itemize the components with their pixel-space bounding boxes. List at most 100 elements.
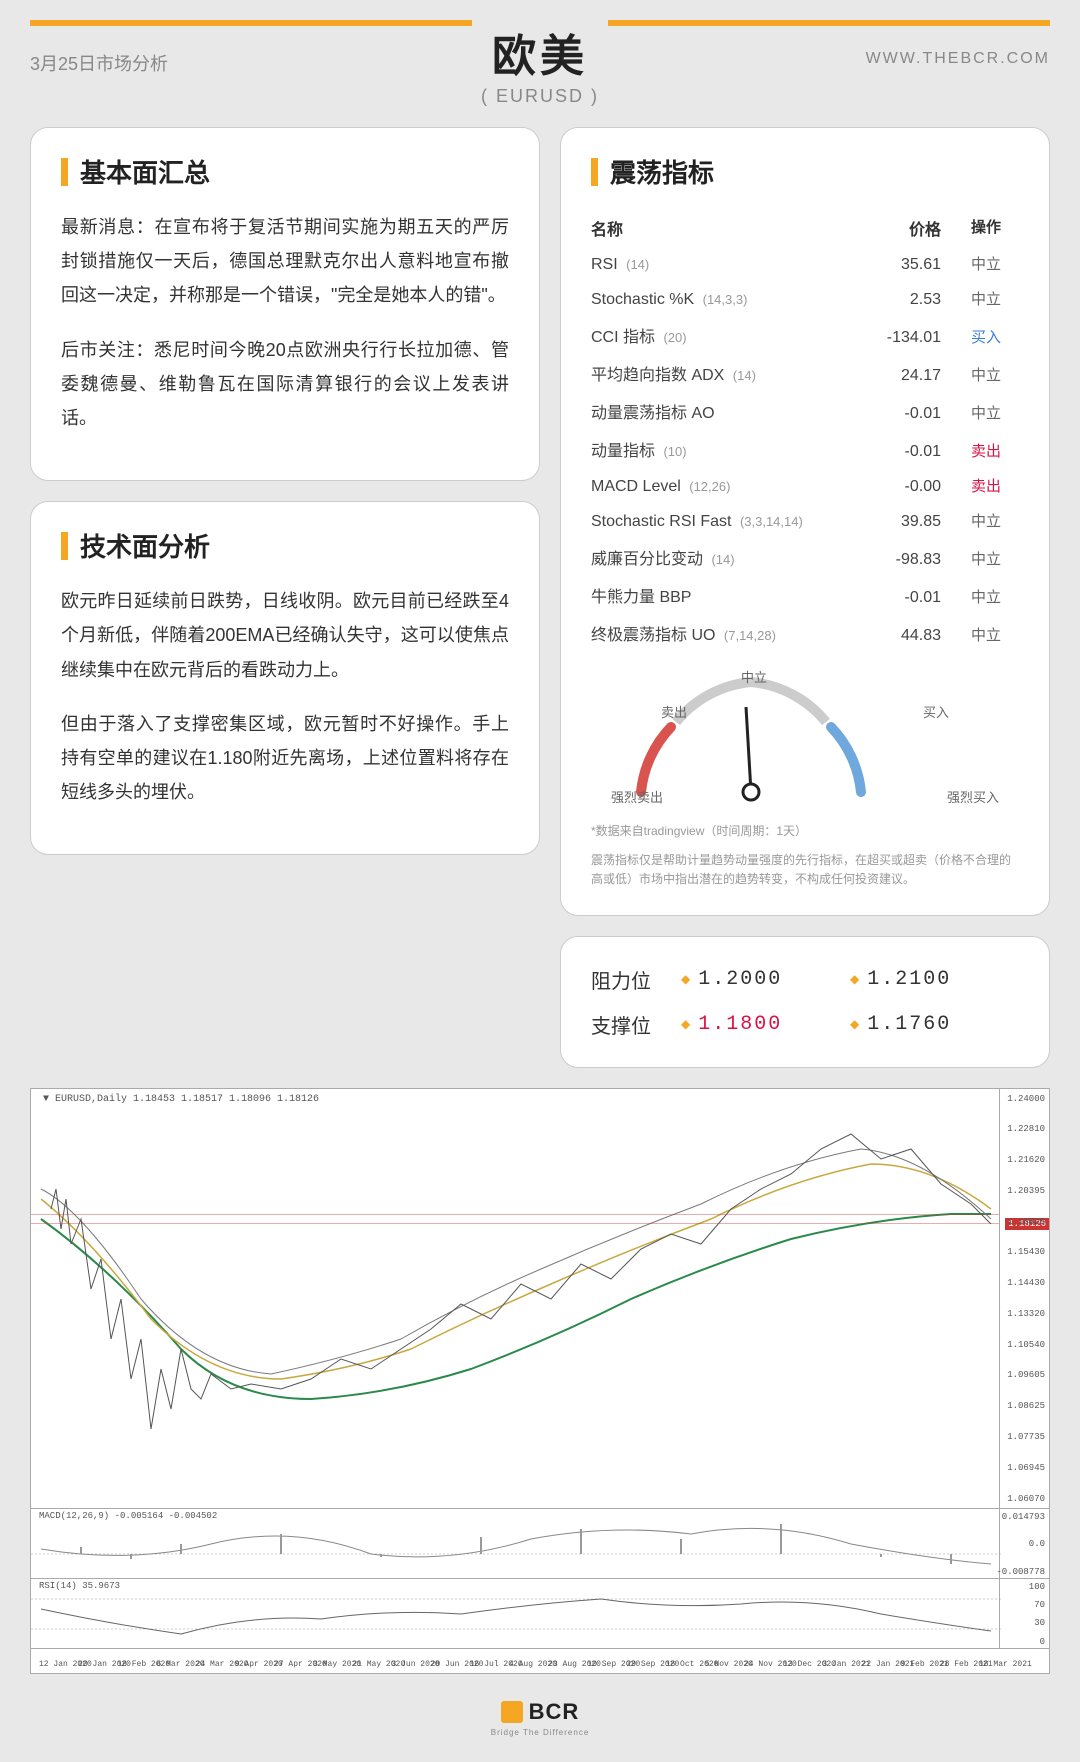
osc-row: 平均趋向指数 ADX (14) 24.17 中立 xyxy=(591,354,1019,392)
technical-p2: 但由于落入了支撑密集区域，欧元暂时不好操作。手上持有空单的建议在1.180附近先… xyxy=(61,707,509,810)
ylabel: 0.014793 xyxy=(1002,1512,1045,1522)
gauge-buy: 买入 xyxy=(923,702,949,721)
ylabel: 0.0 xyxy=(1029,1539,1045,1549)
osc-name: RSI (14) xyxy=(591,256,851,274)
osc-name: CCI 指标 (20) xyxy=(591,323,851,347)
rsi-panel: RSI(14) 35.9673 10070300 xyxy=(31,1579,1049,1649)
oscillators-title: 震荡指标 xyxy=(591,153,1019,190)
price-chart: ▼ EURUSD,Daily 1.18453 1.18517 1.18096 1… xyxy=(30,1088,1050,1674)
osc-action: 买入 xyxy=(941,326,1001,347)
resistance-line xyxy=(31,1214,999,1215)
footer-brand: BCR xyxy=(529,1699,580,1725)
osc-value: 35.61 xyxy=(851,256,941,274)
fundamentals-card: 基本面汇总 最新消息：在宣布将于复活节期间实施为期五天的严厉封锁措施仅一天后，德… xyxy=(30,127,540,481)
footer-tagline: Bridge The Difference xyxy=(0,1728,1080,1737)
osc-value: -0.01 xyxy=(851,443,941,461)
ylabel: 30 xyxy=(1034,1618,1045,1628)
osc-action: 中立 xyxy=(941,364,1001,385)
osc-value: 2.53 xyxy=(851,291,941,309)
osc-value: -0.00 xyxy=(851,478,941,496)
fundamentals-title: 基本面汇总 xyxy=(61,153,509,190)
osc-row: 动量震荡指标 AO -0.01 中立 xyxy=(591,392,1019,430)
ylabel: 1.15430 xyxy=(1007,1247,1045,1257)
osc-name: 动量震荡指标 AO xyxy=(591,399,851,423)
page-subtitle: ( EURUSD ) xyxy=(30,86,1050,107)
gauge-note2: 震荡指标仅是帮助计量趋势动量强度的先行指标，在超买或超卖（价格不合理的高或低）市… xyxy=(591,851,1019,889)
chart-xaxis: 12 Jan 202020 Jan 202018 Feb 20206 Mar 2… xyxy=(31,1649,1049,1673)
gauge-note1: *数据来自tradingview（时间周期：1天） xyxy=(591,822,1019,841)
dot-icon: ◆ xyxy=(850,1017,859,1031)
chart-yaxis: 1.240001.228101.216201.203951.188251.154… xyxy=(999,1089,1049,1508)
r1: 1.2000 xyxy=(698,968,782,991)
osc-action: 中立 xyxy=(941,510,1001,531)
osc-value: -98.83 xyxy=(851,551,941,569)
page-title: 欧美 xyxy=(472,20,608,84)
osc-value: -0.01 xyxy=(851,405,941,423)
r2: 1.2100 xyxy=(867,968,951,991)
support-label: 支撑位 xyxy=(591,1010,681,1039)
logo-icon xyxy=(501,1701,523,1723)
macd-panel: MACD(12,26,9) -0.005164 -0.004502 0.0147… xyxy=(31,1509,1049,1579)
osc-name: MACD Level (12,26) xyxy=(591,478,851,496)
osc-action: 中立 xyxy=(941,288,1001,309)
osc-name: 动量指标 (10) xyxy=(591,437,851,461)
ylabel: 0 xyxy=(1040,1637,1045,1647)
osc-name: 终极震荡指标 UO (7,14,28) xyxy=(591,621,851,645)
s1: 1.1800 xyxy=(698,1013,782,1036)
ylabel: 1.21620 xyxy=(1007,1155,1045,1165)
osc-value: 24.17 xyxy=(851,367,941,385)
ylabel: 70 xyxy=(1034,1600,1045,1610)
ylabel: 1.24000 xyxy=(1007,1094,1045,1104)
technical-p1: 欧元昨日延续前日跌势，日线收阴。欧元目前已经跌至4个月新低，伴随着200EMA已… xyxy=(61,584,509,687)
ylabel: 1.20395 xyxy=(1007,1186,1045,1196)
osc-col-name: 名称 xyxy=(591,216,851,240)
osc-row: MACD Level (12,26) -0.00 卖出 xyxy=(591,468,1019,503)
s2: 1.1760 xyxy=(867,1013,951,1036)
gauge: 强烈卖出 卖出 中立 买入 强烈买入 xyxy=(591,672,1019,812)
osc-action: 卖出 xyxy=(941,440,1001,461)
ylabel: 1.08625 xyxy=(1007,1401,1045,1411)
osc-row: 威廉百分比变动 (14) -98.83 中立 xyxy=(591,538,1019,576)
osc-row: 终极震荡指标 UO (7,14,28) 44.83 中立 xyxy=(591,614,1019,652)
gauge-sell: 卖出 xyxy=(661,702,687,721)
osc-row: RSI (14) 35.61 中立 xyxy=(591,246,1019,281)
ylabel: -0.008778 xyxy=(996,1567,1045,1577)
osc-name: 牛熊力量 BBP xyxy=(591,583,851,607)
technical-card: 技术面分析 欧元昨日延续前日跌势，日线收阴。欧元目前已经跌至4个月新低，伴随着2… xyxy=(30,501,540,855)
ylabel: 1.06945 xyxy=(1007,1463,1045,1473)
resistance-label: 阻力位 xyxy=(591,965,681,994)
osc-name: Stochastic %K (14,3,3) xyxy=(591,291,851,309)
osc-value: -134.01 xyxy=(851,329,941,347)
dot-icon: ◆ xyxy=(850,972,859,986)
ylabel: 1.09605 xyxy=(1007,1370,1045,1380)
ylabel: 1.14430 xyxy=(1007,1278,1045,1288)
osc-action: 中立 xyxy=(941,586,1001,607)
osc-action: 中立 xyxy=(941,548,1001,569)
macd-yaxis: 0.014793 0.0 -0.008778 xyxy=(999,1509,1049,1578)
oscillators-table: 名称 价格 操作 RSI (14) 35.61 中立 Stochastic %K … xyxy=(591,210,1019,652)
fundamentals-p2: 后市关注：悉尼时间今晚20点欧洲央行行长拉加德、管委魏德曼、维勒鲁瓦在国际清算银… xyxy=(61,333,509,436)
osc-action: 中立 xyxy=(941,624,1001,645)
ylabel: 100 xyxy=(1029,1582,1045,1592)
osc-action: 卖出 xyxy=(941,475,1001,496)
oscillators-card: 震荡指标 名称 价格 操作 RSI (14) 35.61 中立Stochasti… xyxy=(560,127,1050,916)
osc-action: 中立 xyxy=(941,402,1001,423)
rsi-yaxis: 100 70 30 0 xyxy=(999,1579,1049,1648)
osc-col-action: 操作 xyxy=(941,216,1001,240)
dot-icon: ◆ xyxy=(681,972,690,986)
osc-row: Stochastic RSI Fast (3,3,14,14) 39.85 中立 xyxy=(591,503,1019,538)
levels-card: 阻力位 ◆ 1.2000 ◆ 1.2100 支撑位 ◆ 1.1800 ◆ 1.1760 xyxy=(560,936,1050,1068)
osc-value: -0.01 xyxy=(851,589,941,607)
technical-title: 技术面分析 xyxy=(61,527,509,564)
osc-name: 威廉百分比变动 (14) xyxy=(591,545,851,569)
osc-row: 动量指标 (10) -0.01 卖出 xyxy=(591,430,1019,468)
osc-action: 中立 xyxy=(941,253,1001,274)
osc-row: 牛熊力量 BBP -0.01 中立 xyxy=(591,576,1019,614)
ylabel: 1.07735 xyxy=(1007,1432,1045,1442)
xlabel: 18 Mar 2021 xyxy=(979,1660,1032,1669)
osc-value: 39.85 xyxy=(851,513,941,531)
footer: BCR Bridge The Difference xyxy=(0,1684,1080,1742)
gauge-strong-sell: 强烈卖出 xyxy=(611,787,663,806)
osc-col-price: 价格 xyxy=(851,216,941,240)
dot-icon: ◆ xyxy=(681,1017,690,1031)
